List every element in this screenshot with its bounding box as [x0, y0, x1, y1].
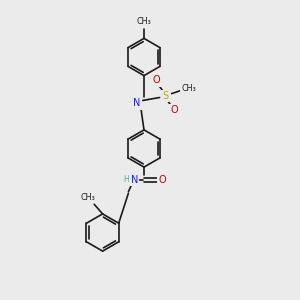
- Text: CH₃: CH₃: [182, 84, 196, 93]
- Text: CH₃: CH₃: [80, 193, 95, 202]
- Text: H: H: [123, 175, 129, 184]
- Text: N: N: [131, 175, 138, 185]
- Text: O: O: [171, 105, 178, 116]
- Text: O: O: [152, 75, 160, 85]
- Text: S: S: [162, 91, 168, 101]
- Text: O: O: [159, 175, 167, 185]
- Text: N: N: [133, 98, 140, 109]
- Text: CH₃: CH₃: [136, 17, 152, 26]
